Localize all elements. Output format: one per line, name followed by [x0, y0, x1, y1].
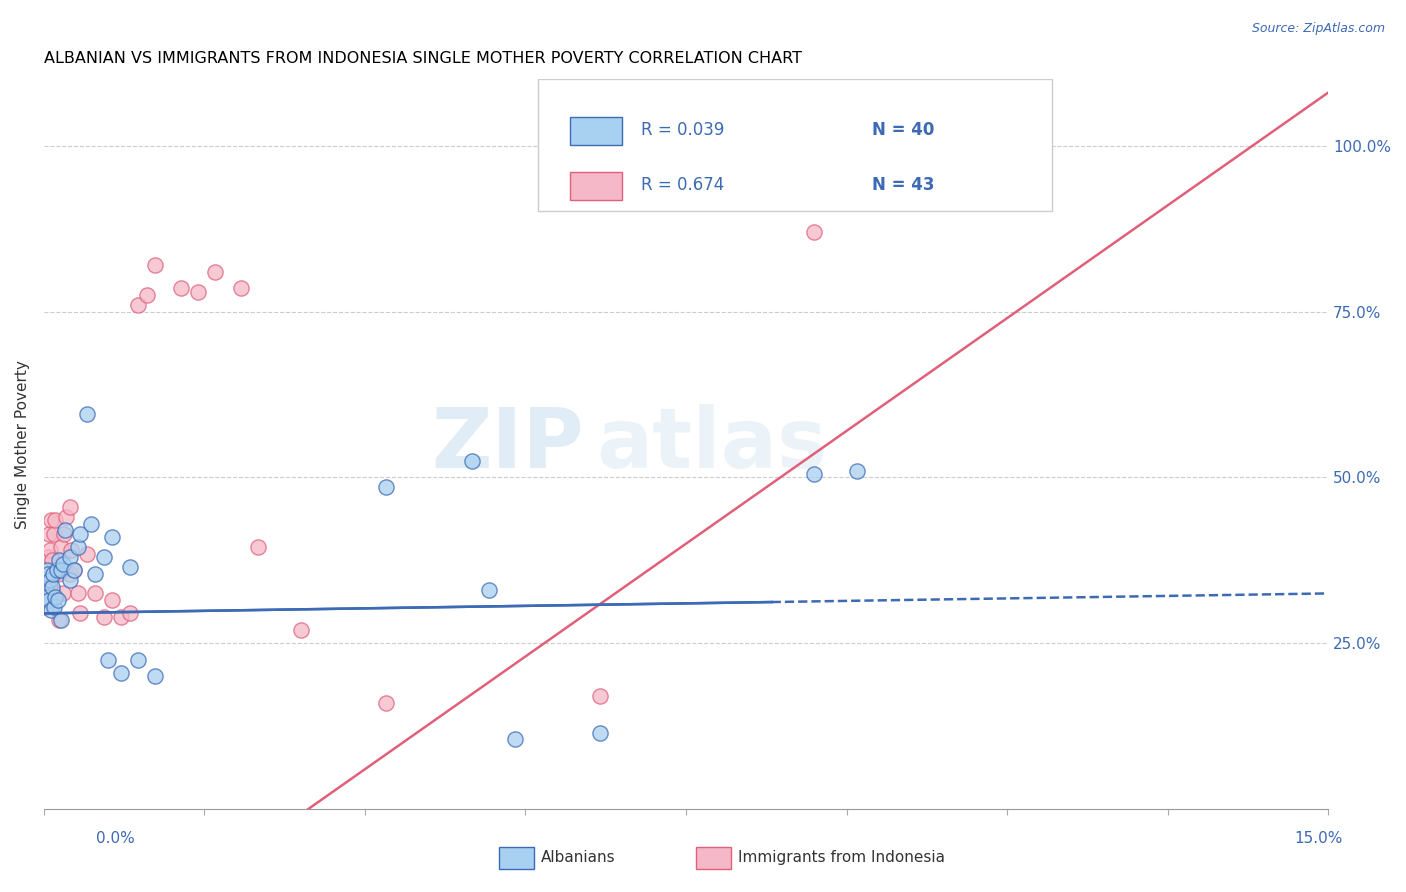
- Point: [37, 549, 59, 564]
- Point: [52, 586, 75, 600]
- Point: [127, 298, 149, 312]
- Point: [42, 566, 65, 581]
- Point: [143, 258, 166, 272]
- Point: [52, 557, 75, 571]
- Text: N = 43: N = 43: [872, 176, 935, 194]
- Text: Source: ZipAtlas.com: Source: ZipAtlas.com: [1251, 22, 1385, 36]
- Point: [204, 265, 226, 279]
- Point: [48, 553, 70, 567]
- Point: [803, 467, 825, 481]
- Point: [229, 281, 252, 295]
- Point: [101, 593, 124, 607]
- Point: [69, 526, 91, 541]
- Point: [42, 586, 65, 600]
- Point: [76, 407, 98, 421]
- Point: [38, 526, 60, 541]
- Point: [49, 563, 72, 577]
- Point: [49, 540, 72, 554]
- Point: [38, 573, 60, 587]
- Point: [44, 526, 66, 541]
- Point: [290, 623, 312, 637]
- Point: [45, 563, 67, 577]
- FancyBboxPatch shape: [538, 79, 1052, 211]
- Point: [60, 543, 83, 558]
- Point: [58, 573, 80, 587]
- Point: [53, 524, 76, 538]
- Point: [93, 549, 115, 564]
- Text: R = 0.039: R = 0.039: [641, 121, 724, 139]
- Point: [170, 281, 193, 295]
- Point: [84, 586, 107, 600]
- Text: ALBANIAN VS IMMIGRANTS FROM INDONESIA SINGLE MOTHER POVERTY CORRELATION CHART: ALBANIAN VS IMMIGRANTS FROM INDONESIA SI…: [44, 51, 801, 66]
- Point: [101, 530, 124, 544]
- Point: [53, 526, 76, 541]
- Point: [46, 593, 69, 607]
- Point: [45, 563, 67, 577]
- Point: [375, 480, 398, 494]
- Point: [93, 609, 115, 624]
- Point: [37, 590, 59, 604]
- Point: [478, 583, 501, 598]
- Point: [118, 607, 141, 621]
- Point: [80, 516, 103, 531]
- Point: [37, 563, 59, 577]
- Point: [63, 563, 86, 577]
- Point: [58, 566, 80, 581]
- Point: [846, 464, 869, 478]
- Point: [41, 580, 63, 594]
- Point: [503, 732, 526, 747]
- Point: [97, 653, 120, 667]
- Point: [37, 580, 59, 594]
- Point: [44, 599, 66, 614]
- Point: [589, 690, 612, 704]
- Point: [39, 603, 62, 617]
- Point: [35, 599, 58, 614]
- Point: [37, 566, 59, 581]
- Point: [76, 547, 98, 561]
- Point: [803, 225, 825, 239]
- Point: [58, 549, 80, 564]
- Point: [63, 563, 86, 577]
- Point: [67, 540, 90, 554]
- Point: [143, 669, 166, 683]
- Point: [48, 566, 70, 581]
- Text: atlas: atlas: [596, 404, 827, 484]
- Point: [35, 583, 58, 598]
- Text: ZIP: ZIP: [430, 404, 583, 484]
- Point: [44, 590, 66, 604]
- Point: [84, 566, 107, 581]
- Point: [110, 609, 132, 624]
- Point: [187, 285, 209, 299]
- Point: [41, 583, 63, 598]
- Point: [41, 553, 63, 567]
- FancyBboxPatch shape: [571, 117, 621, 145]
- Point: [461, 454, 484, 468]
- Text: N = 40: N = 40: [872, 121, 935, 139]
- Point: [118, 560, 141, 574]
- Point: [67, 586, 90, 600]
- Point: [39, 513, 62, 527]
- FancyBboxPatch shape: [571, 172, 621, 200]
- Point: [889, 192, 911, 206]
- Point: [55, 510, 77, 524]
- Point: [49, 613, 72, 627]
- Text: 0.0%: 0.0%: [96, 831, 135, 846]
- Point: [58, 500, 80, 515]
- Point: [375, 696, 398, 710]
- Point: [589, 725, 612, 739]
- Point: [135, 288, 157, 302]
- Text: R = 0.674: R = 0.674: [641, 176, 724, 194]
- Text: Immigrants from Indonesia: Immigrants from Indonesia: [738, 850, 945, 864]
- Point: [127, 653, 149, 667]
- Point: [48, 613, 70, 627]
- Point: [246, 540, 269, 554]
- Point: [69, 607, 91, 621]
- Point: [44, 513, 66, 527]
- Y-axis label: Single Mother Poverty: Single Mother Poverty: [15, 359, 30, 529]
- Point: [38, 593, 60, 607]
- Point: [110, 666, 132, 681]
- Text: Albanians: Albanians: [541, 850, 616, 864]
- Text: 15.0%: 15.0%: [1295, 831, 1343, 846]
- Point: [38, 543, 60, 558]
